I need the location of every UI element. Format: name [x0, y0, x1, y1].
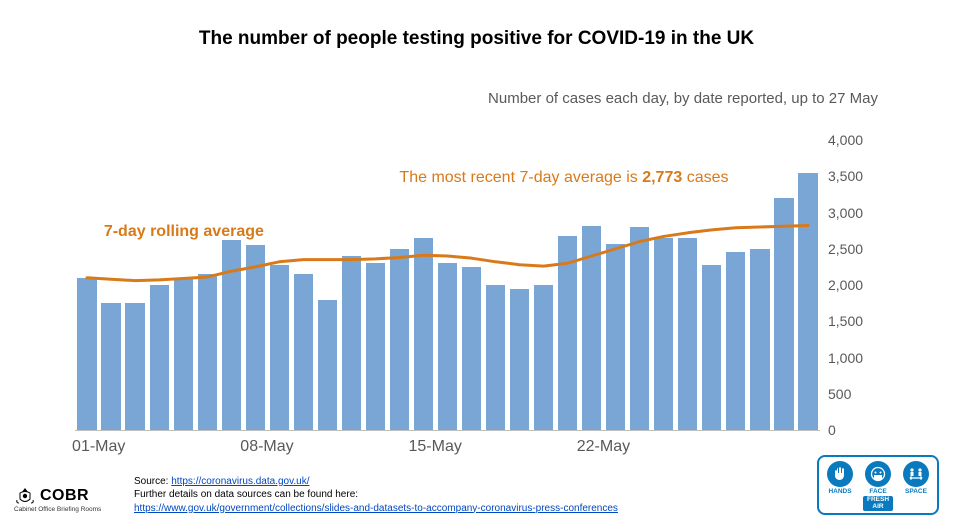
rolling-average-label: 7-day rolling average [104, 223, 264, 241]
cobr-text: COBR [40, 487, 89, 505]
hfs-item: FACEFRESH AIR [863, 461, 893, 512]
x-tick-label: 15-May [409, 438, 462, 456]
source-block: Source: https://coronavirus.data.gov.uk/… [134, 475, 618, 516]
source-link[interactable]: https://coronavirus.data.gov.uk/ [171, 476, 309, 487]
chart-subtitle: Number of cases each day, by date report… [488, 90, 878, 107]
plot-area: 7-day rolling average The most recent 7-… [75, 140, 820, 431]
footer: COBR Cabinet Office Briefing Rooms Sourc… [14, 473, 939, 517]
further-details-link[interactable]: https://www.gov.uk/government/collection… [134, 503, 618, 514]
x-tick-label: 01-May [72, 438, 125, 456]
annotation-prefix: The most recent 7-day average is [399, 169, 642, 186]
seven-day-average-annotation: The most recent 7-day average is 2,773 c… [399, 169, 728, 187]
slide: The number of people testing positive fo… [0, 0, 953, 527]
hfs-fresh-air: FRESH AIR [863, 496, 893, 511]
chart-area: 7-day rolling average The most recent 7-… [75, 140, 885, 440]
annotation-suffix: cases [682, 169, 728, 186]
cobr-subtext: Cabinet Office Briefing Rooms [14, 506, 124, 513]
rolling-average-label-text: 7-day rolling average [104, 223, 264, 240]
hfs-item: HANDS [825, 461, 855, 496]
hfs-label: FACE [869, 489, 886, 496]
hfs-item: SPACE [901, 461, 931, 496]
hands-face-space-box: HANDS FACEFRESH AIR SPACE [817, 455, 939, 516]
cobr-logo: COBR Cabinet Office Briefing Rooms [14, 487, 124, 513]
face-icon [865, 461, 891, 487]
annotation-value: 2,773 [642, 169, 682, 186]
space-icon [903, 461, 929, 487]
x-tick-label: 22-May [577, 438, 630, 456]
chart-title: The number of people testing positive fo… [0, 28, 953, 50]
x-axis: 01-May 08-May 15-May 22-May [75, 438, 820, 462]
x-tick-label: 08-May [240, 438, 293, 456]
hfs-label: HANDS [828, 489, 851, 496]
hands-icon [827, 461, 853, 487]
hfs-label: SPACE [905, 489, 927, 496]
crest-icon [14, 487, 36, 505]
source-label: Source: [134, 476, 168, 487]
further-details-label: Further details on data sources can be f… [134, 488, 618, 502]
